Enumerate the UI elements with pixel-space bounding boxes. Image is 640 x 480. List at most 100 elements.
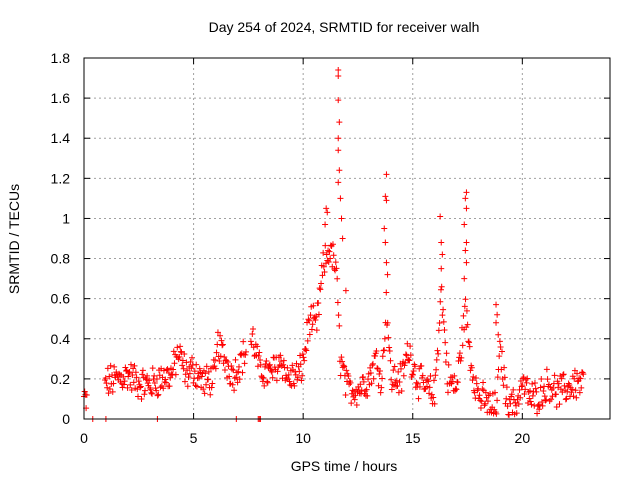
- data-point: [317, 286, 324, 293]
- data-point: [296, 368, 303, 375]
- data-point: [211, 363, 218, 370]
- data-point: [249, 331, 256, 338]
- data-point: [268, 367, 275, 374]
- data-point: [231, 387, 238, 394]
- data-point: [161, 379, 168, 386]
- data-point: [395, 368, 402, 375]
- data-point: [289, 362, 296, 369]
- data-point: [412, 363, 419, 370]
- data-point: [338, 215, 345, 222]
- data-point: [507, 400, 514, 407]
- data-point: [469, 377, 476, 384]
- data-point: [571, 367, 578, 374]
- data-point: [519, 382, 526, 389]
- data-point: [381, 347, 388, 354]
- data-point: [493, 410, 500, 417]
- data-point: [393, 377, 400, 384]
- data-point: [81, 388, 88, 395]
- data-point: [573, 394, 580, 401]
- data-point: [149, 390, 156, 397]
- data-point: [409, 371, 416, 378]
- data-point: [323, 251, 330, 258]
- data-point: [125, 373, 132, 380]
- data-point: [432, 372, 439, 379]
- data-point: [360, 374, 367, 381]
- data-point: [189, 354, 196, 361]
- data-point: [182, 371, 189, 378]
- data-point: [322, 242, 329, 249]
- data-point: [441, 327, 448, 334]
- data-point: [576, 389, 583, 396]
- data-point: [221, 366, 228, 373]
- data-point: [325, 258, 332, 265]
- data-point: [463, 239, 470, 246]
- data-point: [335, 147, 342, 154]
- data-point: [498, 348, 505, 355]
- data-point: [312, 317, 319, 324]
- x-tick-label: 0: [80, 430, 88, 446]
- data-point: [151, 372, 158, 379]
- y-tick-label: 1.6: [51, 90, 71, 106]
- data-point: [241, 360, 248, 367]
- grid-lines: [84, 58, 610, 419]
- data-point: [427, 372, 434, 379]
- data-point: [382, 239, 389, 246]
- data-point: [425, 378, 432, 385]
- data-point: [217, 353, 224, 360]
- data-point: [479, 386, 486, 393]
- data-point: [269, 374, 276, 381]
- data-point: [216, 358, 223, 365]
- data-point: [299, 351, 306, 358]
- data-point: [127, 381, 134, 388]
- data-point: [364, 392, 371, 399]
- data-point: [329, 241, 336, 248]
- data-point: [212, 357, 219, 364]
- data-point: [133, 374, 140, 381]
- data-point: [457, 357, 464, 364]
- data-point: [423, 383, 430, 390]
- data-point: [345, 373, 352, 380]
- data-point: [209, 380, 216, 387]
- data-point: [214, 329, 221, 336]
- data-point: [407, 352, 414, 359]
- data-point: [484, 398, 491, 405]
- data-point: [544, 376, 551, 383]
- data-point: [322, 221, 329, 228]
- data-point: [524, 375, 531, 382]
- data-point: [442, 339, 449, 346]
- data-point: [144, 372, 151, 379]
- data-point: [438, 239, 445, 246]
- data-point: [102, 375, 109, 382]
- data-point: [294, 374, 301, 381]
- data-point: [322, 260, 329, 267]
- data-point: [558, 375, 565, 382]
- data-point: [188, 365, 195, 372]
- data-point: [127, 361, 134, 368]
- data-point: [297, 361, 304, 368]
- data-point: [532, 385, 539, 392]
- data-point: [424, 376, 431, 383]
- y-tick-label: 1.8: [51, 50, 71, 66]
- data-point: [383, 171, 390, 178]
- data-point: [193, 383, 200, 390]
- data-point: [400, 372, 407, 379]
- data-point: [286, 378, 293, 385]
- data-point: [536, 406, 543, 413]
- data-point: [335, 135, 342, 142]
- data-point: [476, 392, 483, 399]
- data-point: [254, 363, 261, 370]
- data-point: [212, 365, 219, 372]
- data-point: [407, 343, 414, 350]
- data-point: [363, 386, 370, 393]
- data-point: [460, 312, 467, 319]
- data-point: [383, 289, 390, 296]
- data-point: [155, 391, 162, 398]
- data-point: [538, 376, 545, 383]
- data-point: [373, 348, 380, 355]
- data-point: [437, 286, 444, 293]
- data-point: [125, 370, 132, 377]
- data-point: [461, 221, 468, 228]
- data-point: [224, 359, 231, 366]
- data-point: [280, 357, 287, 364]
- data-point: [517, 394, 524, 401]
